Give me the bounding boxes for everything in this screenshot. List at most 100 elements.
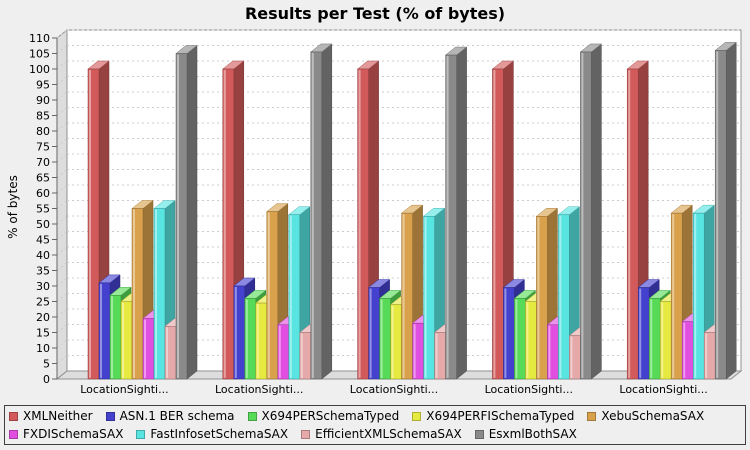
bar-highlight <box>672 214 675 378</box>
y-tick-label: 10 <box>36 342 50 355</box>
bar-side <box>186 44 198 380</box>
legend-item: ASN.1 BER schema <box>105 409 235 423</box>
y-tick-label: 45 <box>36 234 50 247</box>
gridline-wall <box>56 76 68 85</box>
bar-highlight <box>144 319 146 378</box>
bar-highlight <box>413 324 416 378</box>
y-tick-label: 60 <box>36 187 50 200</box>
gridline-wall <box>56 277 68 287</box>
x-category-label: LocationSighti... <box>80 383 168 396</box>
y-tick-label: 25 <box>36 296 50 309</box>
bar-side <box>725 41 737 380</box>
bar <box>492 68 504 380</box>
y-tick-label: 50 <box>36 218 50 231</box>
bar-highlight <box>358 70 361 378</box>
y-tick-label: 65 <box>36 172 50 185</box>
gridline-wall <box>56 91 68 101</box>
bar-highlight <box>435 333 438 378</box>
bar-highlight <box>267 212 270 378</box>
bar-highlight <box>111 296 113 378</box>
x-category-label: LocationSighti... <box>485 383 573 396</box>
legend-label: X694PERFISchemaTyped <box>426 409 575 423</box>
bar-highlight <box>122 302 124 378</box>
gridline-wall <box>56 293 68 302</box>
x-category-label: LocationSighti... <box>619 383 707 396</box>
bar-highlight <box>683 322 686 378</box>
legend-label: FXDISchemaSAX <box>23 427 124 441</box>
legend-swatch-icon <box>474 429 484 439</box>
legend-swatch-icon <box>587 411 597 421</box>
gridline-wall <box>56 169 68 178</box>
bar <box>87 68 100 380</box>
bar-highlight <box>537 217 540 378</box>
bar-side <box>321 43 333 380</box>
gridline-wall <box>56 246 68 256</box>
bar-highlight <box>548 325 551 378</box>
gridline-wall <box>56 138 68 147</box>
bar <box>131 208 144 380</box>
bar-highlight <box>177 54 179 378</box>
y-tick-label: 5 <box>43 358 50 371</box>
legend-label: EsxmlBothSAX <box>488 427 577 441</box>
y-tick-label: 55 <box>36 203 50 216</box>
bar-highlight <box>526 302 529 378</box>
bar <box>288 214 301 380</box>
bar-highlight <box>650 299 653 378</box>
y-tick-label: 15 <box>36 327 50 340</box>
gridline-wall <box>56 339 68 349</box>
bar <box>175 53 188 380</box>
legend-item: XMLNeither <box>9 409 93 423</box>
bar-highlight <box>402 214 405 378</box>
legend-item: X694PERFISchemaTyped <box>412 409 574 423</box>
bar-highlight <box>166 327 168 378</box>
gridline-wall <box>56 122 68 132</box>
bar <box>692 212 705 380</box>
y-tick-label: 85 <box>36 110 50 123</box>
y-tick-label: 90 <box>36 94 50 107</box>
gridline-wall <box>56 308 68 318</box>
y-tick-label: 95 <box>36 79 50 92</box>
y-tick-label: 105 <box>29 48 50 61</box>
bar-side <box>591 43 602 380</box>
legend-swatch-icon <box>9 429 18 439</box>
legend-swatch-icon <box>412 411 422 421</box>
bar-highlight <box>391 305 394 378</box>
legend-item: FastInfosetSchemaSAX <box>136 427 288 441</box>
bar <box>558 214 570 380</box>
bar-highlight <box>661 302 664 378</box>
gridline-wall <box>56 107 68 116</box>
bar-highlight <box>380 299 383 378</box>
x-category-label: LocationSighti... <box>350 383 438 396</box>
gridline-wall <box>56 215 68 225</box>
bar-highlight <box>705 333 708 378</box>
legend-item: XebuSchemaSAX <box>587 409 704 423</box>
bar-highlight <box>369 288 372 378</box>
y-tick-label: 35 <box>36 265 50 278</box>
legend-row: FXDISchemaSAX FastInfosetSchemaSAX Efficie… <box>9 427 741 441</box>
bar-highlight <box>570 336 573 378</box>
bar-highlight <box>278 325 281 378</box>
bar <box>626 68 639 380</box>
bar-highlight <box>234 287 237 378</box>
y-tick-label: 70 <box>36 156 50 169</box>
bar <box>310 51 323 380</box>
legend-row: XMLNeither ASN.1 BER schema X694PERSchemaT… <box>9 409 741 423</box>
bar <box>153 208 166 380</box>
bar-highlight <box>694 214 697 378</box>
gridline-wall <box>56 29 68 39</box>
legend-label: ASN.1 BER schema <box>119 409 235 423</box>
legend-swatch-icon <box>247 411 257 421</box>
y-tick-label: 30 <box>36 280 50 293</box>
bar-highlight <box>446 56 449 379</box>
bar-highlight <box>133 209 135 378</box>
legend: XMLNeither ASN.1 BER schema X694PERSchemaT… <box>4 405 746 445</box>
bar <box>222 68 235 380</box>
legend-label: XebuSchemaSAX <box>601 409 705 423</box>
legend-item: FXDISchemaSAX <box>9 427 123 441</box>
bar-highlight <box>223 70 226 378</box>
legend-label: X694PERSchemaTyped <box>261 409 400 423</box>
bar <box>266 211 279 380</box>
gridline-wall <box>56 200 68 209</box>
y-tick-label: 100 <box>29 63 50 76</box>
